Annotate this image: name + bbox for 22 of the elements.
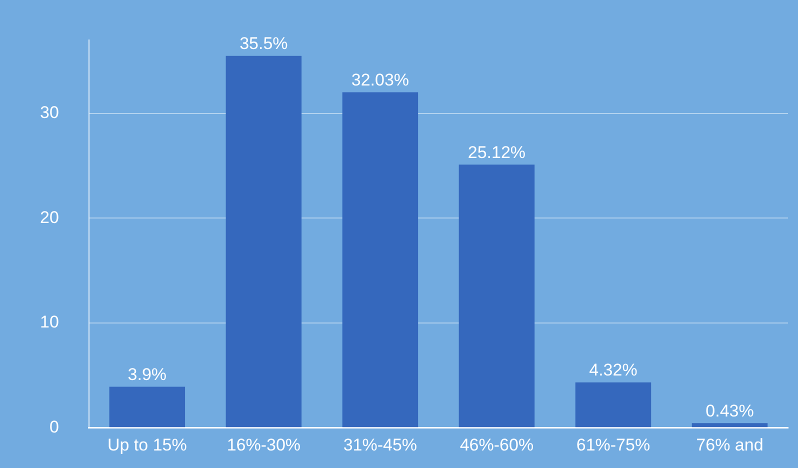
y-tick-label: 30 [40, 103, 59, 122]
data-label: 35.5% [240, 34, 288, 54]
x-tick-label: Up to 15% [107, 435, 187, 454]
x-tick-label: 31%-45% [343, 435, 418, 454]
data-label: 4.32% [589, 360, 638, 380]
bar [342, 92, 418, 428]
bar [692, 423, 768, 428]
data-label: 0.43% [706, 401, 754, 420]
bar [575, 382, 652, 428]
data-label: 3.9% [128, 364, 167, 384]
bar [109, 386, 186, 428]
bar [226, 56, 302, 428]
y-tick-label: 10 [40, 312, 59, 332]
data-label: 32.03% [351, 70, 410, 90]
y-tick-label: 20 [40, 208, 59, 227]
x-tick-label: 61%-75% [576, 435, 650, 454]
x-tick-label: 76% and [696, 435, 764, 454]
y-tick-label: 0 [49, 417, 59, 436]
x-tick-label: 46%-60% [460, 435, 534, 454]
data-label: 25.12% [468, 142, 526, 162]
bar [458, 164, 535, 428]
x-tick-label: 16%-30% [226, 435, 301, 454]
